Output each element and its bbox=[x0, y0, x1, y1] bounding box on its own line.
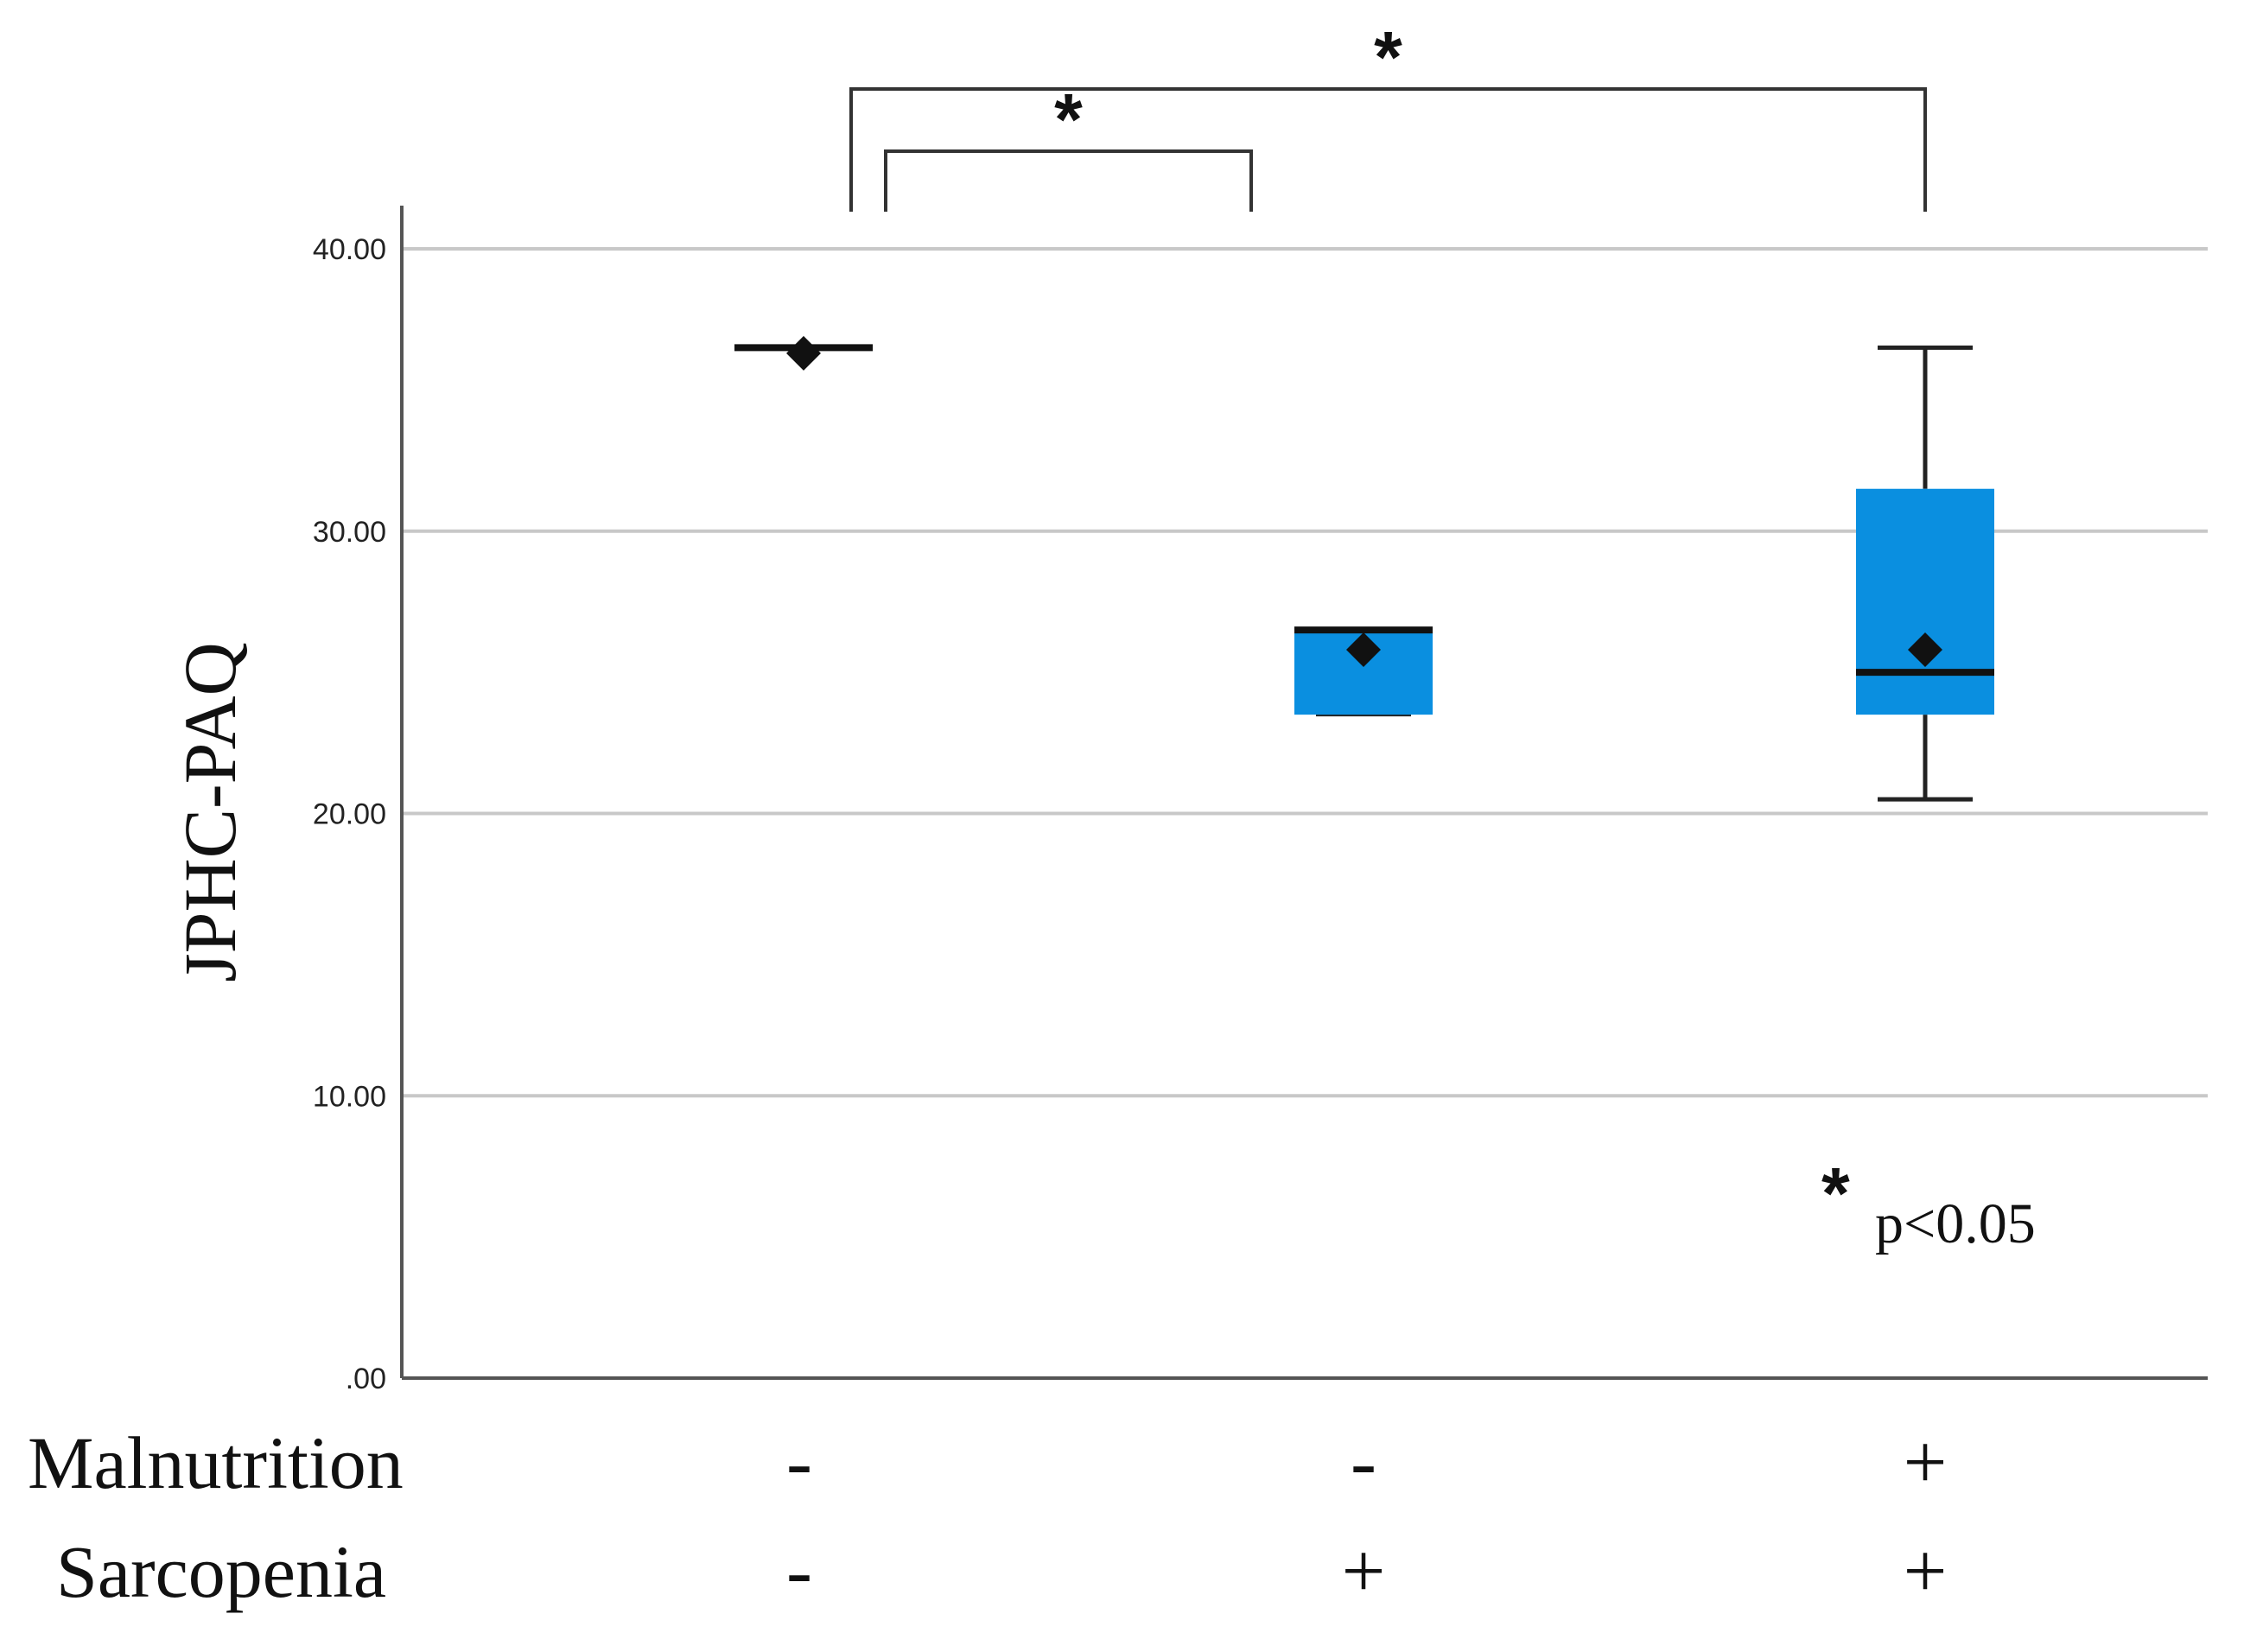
factor-value: - bbox=[786, 1528, 812, 1614]
gridlines bbox=[402, 247, 2208, 1098]
y-tick-label: 10.00 bbox=[313, 1080, 386, 1113]
note-star: * bbox=[1821, 1153, 1850, 1234]
factor-value: - bbox=[786, 1420, 812, 1505]
mean-marker bbox=[1346, 632, 1381, 667]
y-tick-label: .00 bbox=[346, 1363, 386, 1395]
axes bbox=[400, 206, 2208, 1380]
malnutrition-label: Malnutrition bbox=[28, 1421, 404, 1504]
mean-marker bbox=[1908, 632, 1942, 667]
factor-value: - bbox=[1351, 1420, 1376, 1505]
factor-table: Malnutrition - - + Sarcopenia - + + bbox=[28, 1420, 1947, 1614]
factor-value: + bbox=[1904, 1528, 1948, 1614]
iqr-box bbox=[1856, 488, 1994, 715]
significance-bracket bbox=[884, 149, 1253, 212]
significance-star: * bbox=[1054, 79, 1083, 160]
sarcopenia-label: Sarcopenia bbox=[56, 1530, 386, 1613]
significance-brackets: ** bbox=[849, 16, 1927, 212]
y-tick-label: 40.00 bbox=[313, 233, 386, 266]
significance-bracket bbox=[849, 87, 1927, 212]
labels: JPHC-PAQ * p<0.05 bbox=[168, 642, 2036, 1255]
p-value-note: p<0.05 bbox=[1875, 1192, 2036, 1255]
factor-value: + bbox=[1342, 1528, 1386, 1614]
y-tick-label: 30.00 bbox=[313, 516, 386, 549]
boxes bbox=[734, 335, 1994, 802]
mean-marker bbox=[786, 335, 821, 371]
y-tick-labels: .00 10.00 20.00 30.00 40.00 bbox=[313, 233, 386, 1395]
y-tick-label: 20.00 bbox=[313, 798, 386, 831]
y-axis-label: JPHC-PAQ bbox=[168, 642, 251, 982]
factor-value: + bbox=[1904, 1420, 1948, 1505]
significance-star: * bbox=[1374, 16, 1402, 98]
